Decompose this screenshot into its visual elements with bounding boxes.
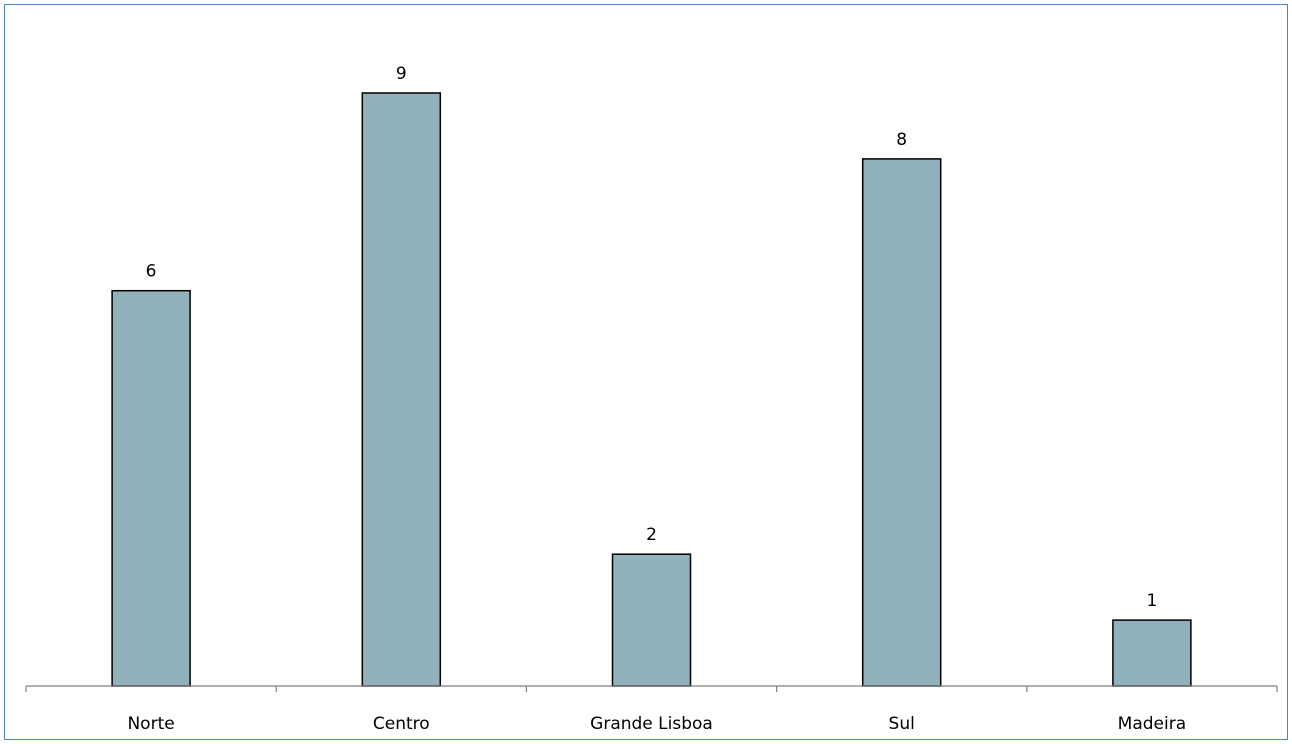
- x-tick-label: Sul: [889, 714, 915, 734]
- bar-norte: [111, 289, 191, 687]
- x-tick-label: Norte: [127, 714, 174, 734]
- bars-layer: [111, 92, 1192, 687]
- x-tick-label: Grande Lisboa: [590, 714, 713, 734]
- bar-sul: [861, 158, 942, 687]
- data-label: 6: [146, 262, 157, 282]
- data-label: 8: [896, 130, 907, 150]
- x-tick-label: Madeira: [1118, 714, 1186, 734]
- x-axis: Norte Centro Grande Lisboa Sul Madeira: [25, 685, 1278, 734]
- data-label: 9: [396, 64, 407, 84]
- bar-madeira: [1112, 619, 1192, 687]
- data-labels-layer: 6 9 2 8 1: [146, 64, 1158, 611]
- bar-centro: [361, 92, 442, 687]
- data-label: 2: [646, 525, 657, 545]
- bar-grande-lisboa: [611, 553, 692, 687]
- data-label: 1: [1146, 591, 1157, 611]
- x-tick-label: Centro: [373, 714, 430, 734]
